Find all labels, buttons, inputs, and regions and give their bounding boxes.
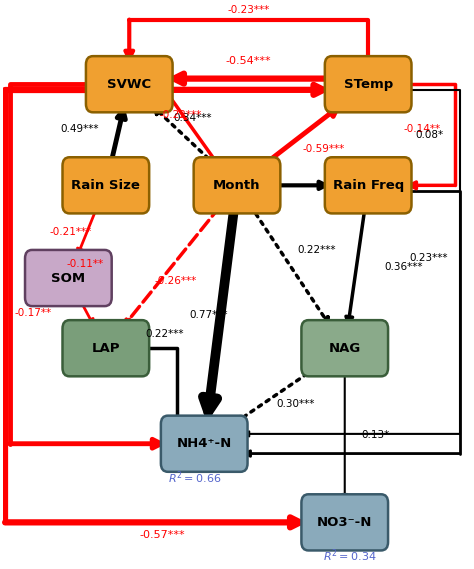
Text: 0.30***: 0.30***: [276, 399, 315, 410]
FancyBboxPatch shape: [301, 320, 388, 376]
FancyBboxPatch shape: [194, 157, 280, 213]
FancyBboxPatch shape: [63, 157, 149, 213]
Text: -0.23***: -0.23***: [228, 5, 270, 15]
Text: LAP: LAP: [91, 342, 120, 354]
FancyBboxPatch shape: [325, 56, 411, 112]
Text: -0.54***: -0.54***: [226, 56, 272, 65]
Text: 0.36***: 0.36***: [384, 262, 422, 272]
FancyBboxPatch shape: [63, 320, 149, 376]
Text: $R^2 = 0.34$: $R^2 = 0.34$: [323, 548, 376, 564]
Text: 0.34***: 0.34***: [173, 113, 212, 123]
Text: NAG: NAG: [328, 342, 361, 354]
Text: NO3⁻-N: NO3⁻-N: [317, 516, 373, 529]
Text: $R^2 = 0.66$: $R^2 = 0.66$: [168, 469, 221, 486]
Text: SOM: SOM: [51, 271, 85, 284]
Text: -0.57***: -0.57***: [139, 530, 185, 540]
FancyBboxPatch shape: [301, 494, 388, 550]
Text: Month: Month: [213, 179, 261, 192]
Text: NH4⁺-N: NH4⁺-N: [177, 437, 232, 450]
Text: 0.13*: 0.13*: [361, 430, 389, 440]
FancyBboxPatch shape: [325, 157, 411, 213]
Text: 0.22***: 0.22***: [297, 245, 336, 255]
Text: STemp: STemp: [344, 78, 393, 90]
Text: SVWC: SVWC: [107, 78, 151, 90]
Text: Rain Size: Rain Size: [72, 179, 140, 192]
Text: -0.11**: -0.11**: [66, 259, 103, 269]
Text: -0.17**: -0.17**: [15, 308, 52, 318]
FancyBboxPatch shape: [161, 415, 247, 472]
Text: -0.26***: -0.26***: [155, 276, 197, 286]
FancyBboxPatch shape: [86, 56, 173, 112]
Text: -0.22***: -0.22***: [160, 110, 202, 120]
Text: 0.77***: 0.77***: [190, 310, 228, 320]
FancyBboxPatch shape: [25, 250, 112, 306]
Text: -0.21***: -0.21***: [50, 226, 92, 237]
Text: Rain Freq: Rain Freq: [333, 179, 404, 192]
Text: -0.14**: -0.14**: [403, 124, 441, 134]
Text: 0.08*: 0.08*: [415, 130, 443, 140]
Text: 0.22***: 0.22***: [145, 329, 183, 339]
Text: -0.59***: -0.59***: [302, 144, 345, 154]
Text: 0.23***: 0.23***: [410, 253, 448, 263]
Text: 0.49***: 0.49***: [61, 124, 100, 134]
